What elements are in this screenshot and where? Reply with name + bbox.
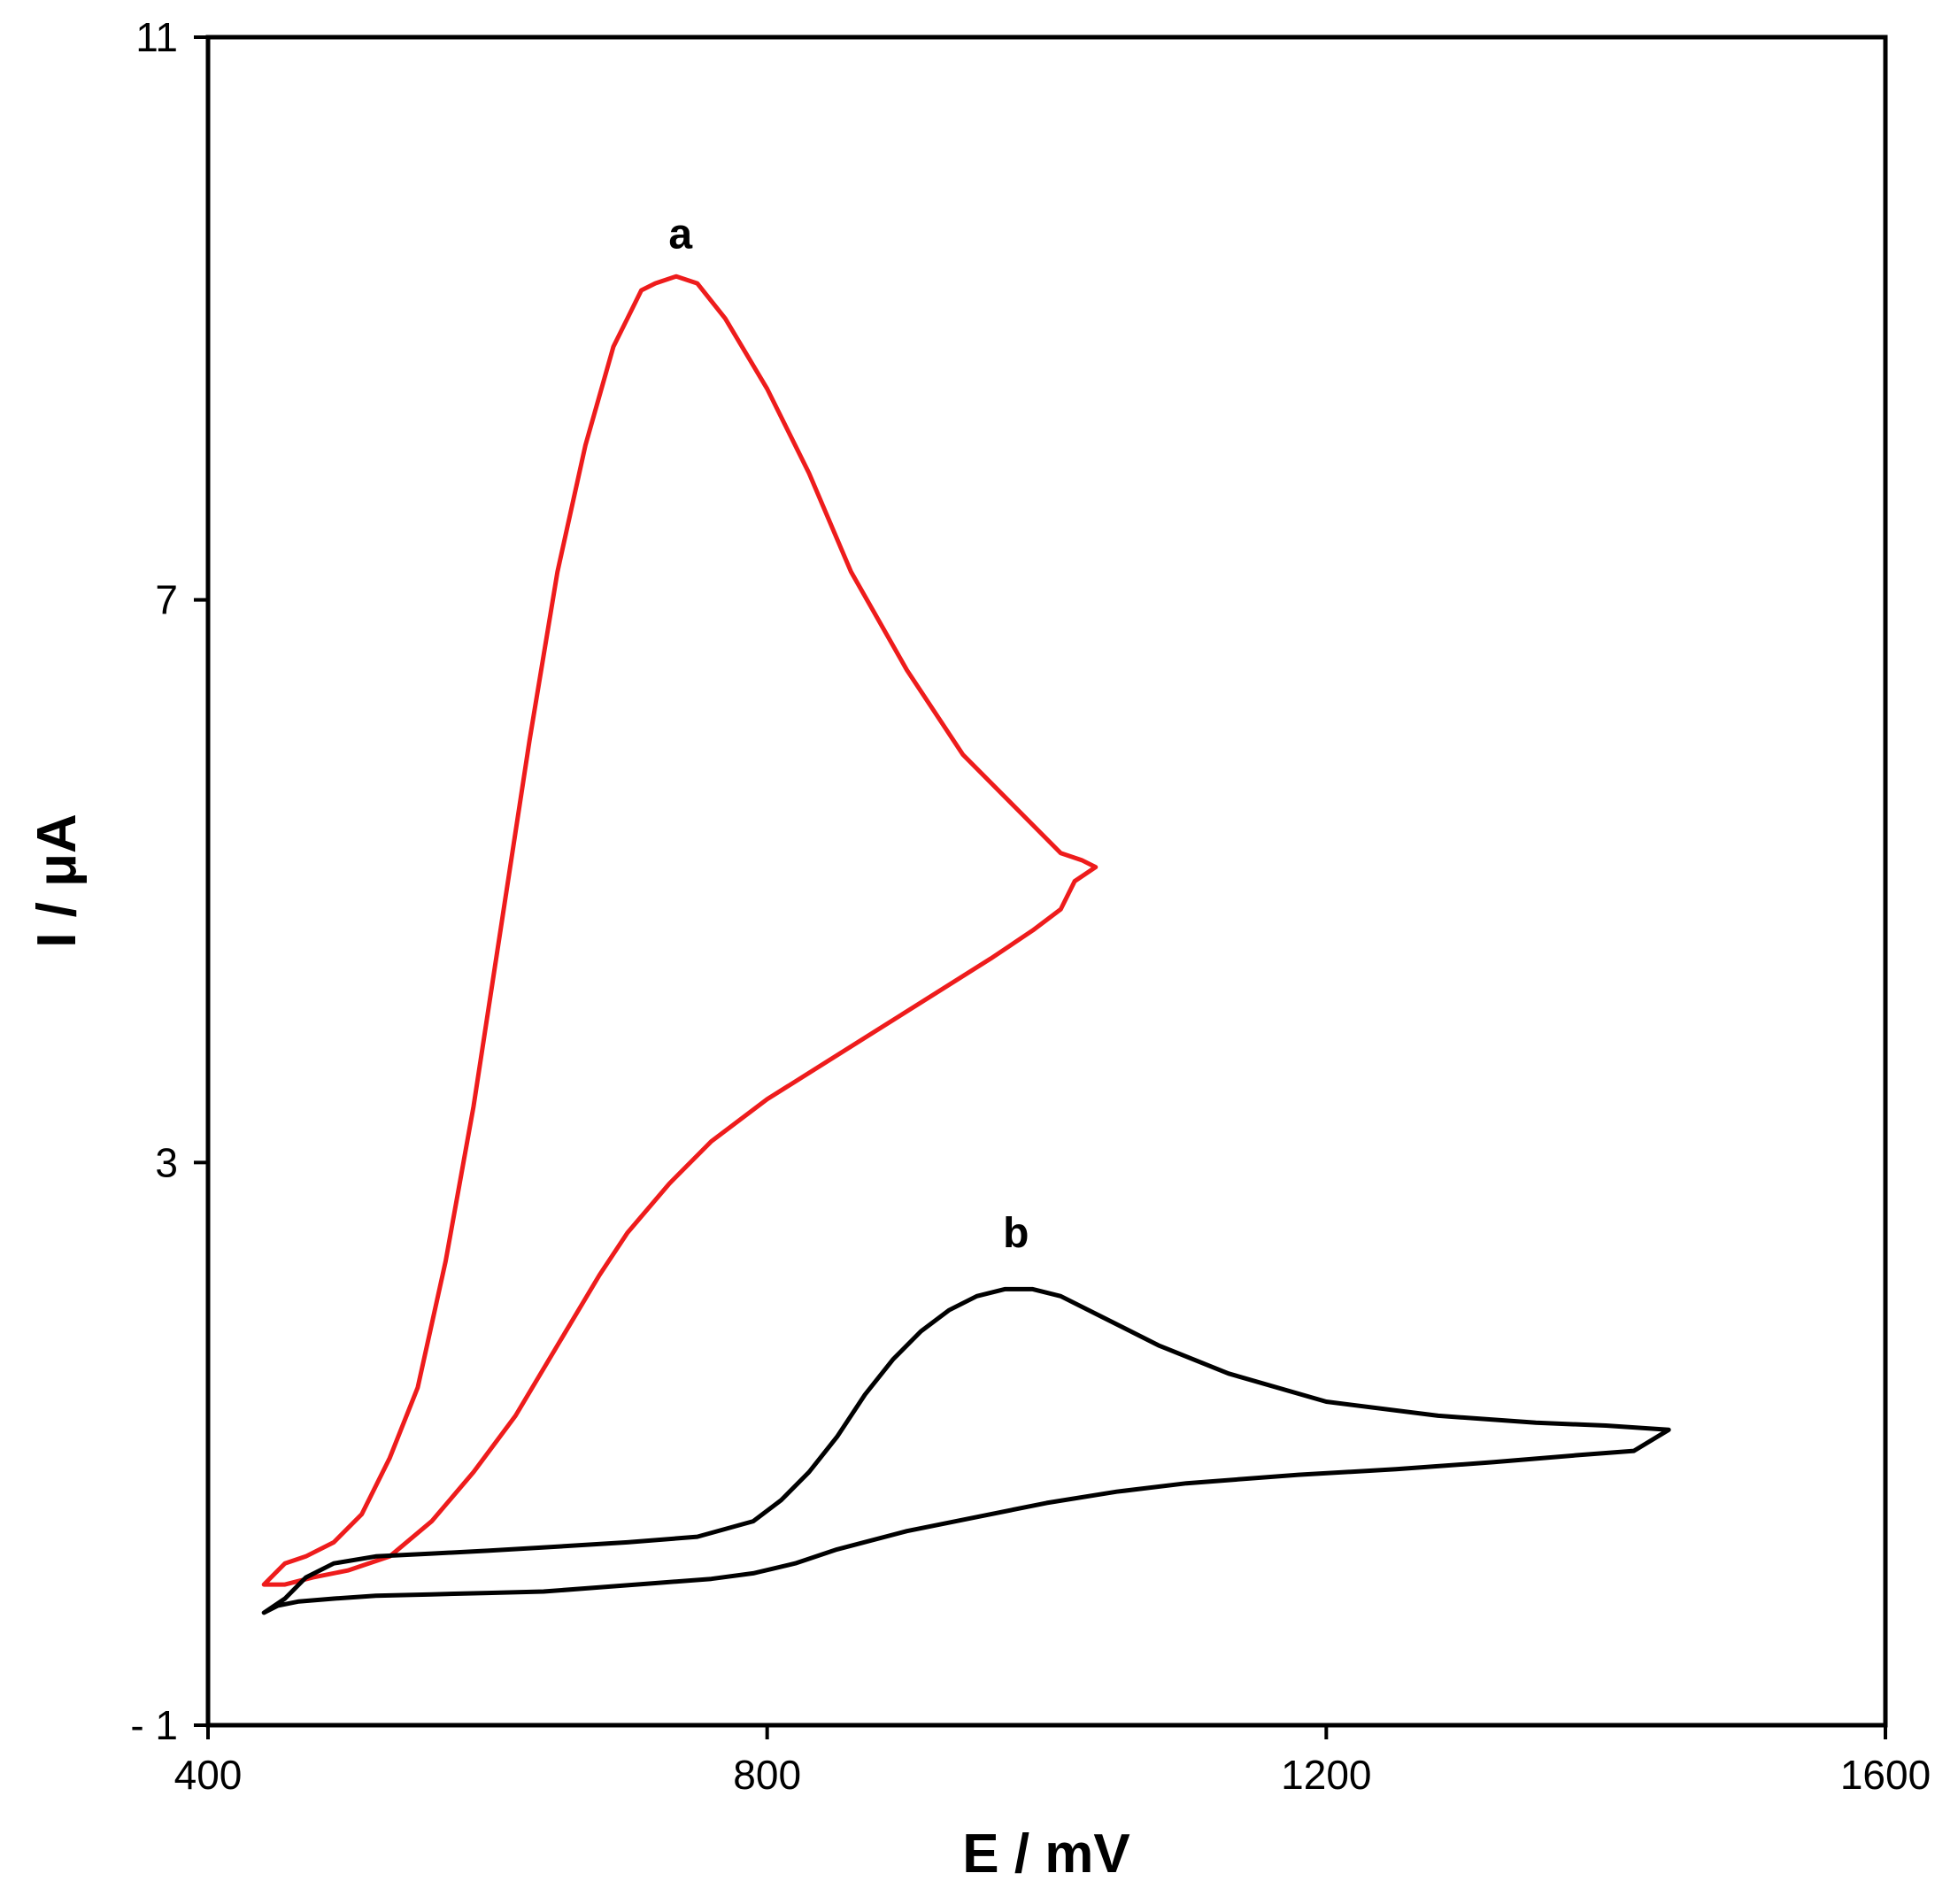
x-tick-label: 400 xyxy=(174,1752,243,1798)
plot-frame xyxy=(205,35,1888,1728)
y-tick-label: 3 xyxy=(155,1139,178,1185)
y-tick-label: 7 xyxy=(155,577,178,623)
x-tick-label: 1600 xyxy=(1840,1752,1931,1798)
x-axis-ticks: 400 800 1200 1600 xyxy=(174,1725,1931,1798)
x-tick-label: 1200 xyxy=(1281,1752,1371,1798)
curve-label-a: a xyxy=(668,211,692,258)
y-tick-label: - 1 xyxy=(130,1702,178,1748)
series-line-b xyxy=(261,1286,1671,1615)
x-axis-title: E / mV xyxy=(962,1823,1130,1885)
y-axis-title: I / μA xyxy=(27,813,88,948)
series-layer xyxy=(261,274,1671,1615)
y-axis-ticks: - 1 3 7 11 xyxy=(130,14,208,1748)
curve-label-b: b xyxy=(1003,1210,1029,1257)
series-line-a xyxy=(261,274,1098,1587)
annotation-layer: ab xyxy=(668,211,1029,1256)
y-tick-label: 11 xyxy=(135,14,178,60)
x-tick-label: 800 xyxy=(733,1752,801,1798)
